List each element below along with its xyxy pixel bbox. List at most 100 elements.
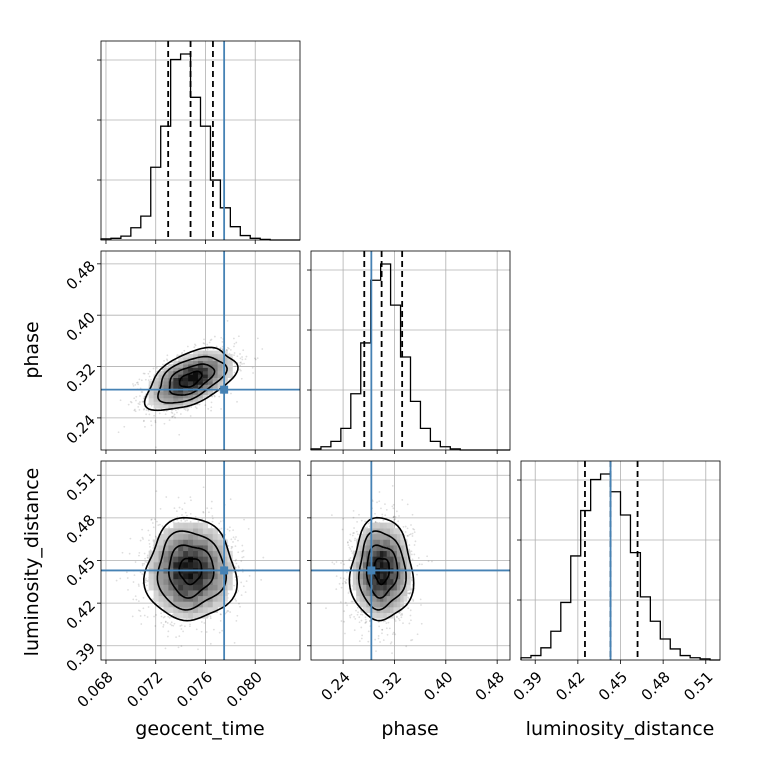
sample-point — [367, 522, 370, 525]
sample-point — [138, 408, 141, 411]
density-cell — [193, 374, 199, 378]
density-cell — [222, 595, 228, 602]
sample-point — [239, 364, 242, 367]
density-cell — [168, 590, 174, 597]
sample-point — [180, 353, 183, 356]
sample-point — [392, 516, 395, 519]
sample-point — [378, 491, 381, 493]
sample-point — [242, 585, 245, 588]
sample-point — [404, 525, 407, 528]
sample-point — [340, 620, 343, 622]
density-cell — [158, 533, 164, 540]
density-cell — [207, 377, 214, 382]
sample-point — [133, 409, 136, 412]
sample-point — [243, 518, 245, 521]
density-cell — [217, 370, 223, 375]
density-cell — [207, 370, 214, 375]
sample-point — [184, 409, 187, 411]
density-cell — [153, 384, 159, 389]
sample-point — [210, 526, 213, 528]
sample-point — [256, 357, 259, 360]
density-cell — [222, 573, 228, 580]
density-cell — [168, 394, 174, 399]
sample-point — [154, 535, 157, 538]
truth-point — [220, 566, 229, 575]
density-cell — [178, 601, 184, 608]
sample-point — [227, 545, 230, 547]
sample-point — [341, 528, 344, 531]
density-cell — [207, 533, 214, 540]
density-cell — [168, 381, 174, 385]
sample-point — [247, 527, 250, 530]
density-cell — [193, 398, 199, 402]
sample-point — [388, 627, 391, 630]
sample-point — [184, 511, 187, 514]
sample-point — [234, 566, 237, 569]
sample-point — [198, 403, 201, 406]
sample-point — [406, 534, 409, 537]
sample-point — [382, 620, 385, 623]
sample-point — [394, 518, 396, 521]
sample-point — [172, 624, 175, 627]
density-geocent_time-luminosity_distance — [115, 486, 265, 651]
density-cell — [188, 539, 194, 546]
sample-point — [187, 408, 190, 411]
sample-point — [203, 622, 206, 624]
sample-point — [394, 633, 397, 636]
sample-point — [189, 496, 192, 499]
density-cell — [158, 584, 164, 591]
sample-point — [413, 528, 416, 531]
sample-point — [234, 560, 237, 562]
density-cell — [183, 612, 189, 619]
sample-point — [134, 595, 137, 598]
sample-point — [134, 561, 137, 563]
sample-point — [248, 575, 251, 577]
density-cell — [163, 550, 169, 557]
sample-point — [168, 526, 170, 529]
sample-point — [346, 604, 348, 607]
sample-point — [348, 558, 351, 561]
sample-point — [350, 550, 353, 552]
density-cell — [153, 556, 159, 563]
sample-point — [137, 402, 140, 405]
sample-point — [182, 630, 185, 633]
density-cell — [197, 374, 204, 378]
density-cell — [202, 573, 209, 580]
y-tick-label: 0.32 — [63, 360, 99, 396]
sample-point — [355, 609, 357, 612]
sample-point — [159, 507, 162, 510]
sample-point — [360, 626, 363, 629]
sample-point — [229, 498, 232, 501]
sample-point — [144, 579, 147, 581]
density-cell — [227, 584, 233, 591]
density-cell — [168, 364, 174, 368]
sample-point — [137, 600, 140, 602]
sample-point — [167, 635, 169, 638]
density-cell — [207, 556, 214, 563]
density-cell — [168, 550, 174, 557]
density-cell — [158, 398, 164, 402]
density-cell — [197, 367, 204, 372]
sample-point — [409, 592, 412, 594]
sample-point — [382, 519, 385, 522]
sample-point — [235, 341, 238, 344]
sample-point — [143, 614, 146, 617]
density-cell — [222, 381, 228, 385]
density-cell — [197, 353, 204, 358]
sample-point — [208, 511, 210, 514]
density-cell — [193, 612, 199, 619]
sample-point — [169, 623, 172, 626]
density-cell — [183, 539, 189, 546]
sample-point — [144, 378, 147, 381]
panel-2d-phase-vs-luminosity-distance: 0.24 0.32 0.40 0.48 — [307, 460, 511, 704]
density-cell — [158, 370, 164, 375]
density-cell — [202, 384, 209, 389]
sample-point — [232, 337, 235, 340]
sample-point — [408, 548, 410, 551]
sample-point — [141, 564, 144, 567]
sample-point — [147, 409, 150, 412]
sample-point — [164, 621, 167, 624]
sample-point — [186, 519, 188, 522]
sample-point — [347, 592, 350, 594]
density-cell — [158, 545, 164, 552]
